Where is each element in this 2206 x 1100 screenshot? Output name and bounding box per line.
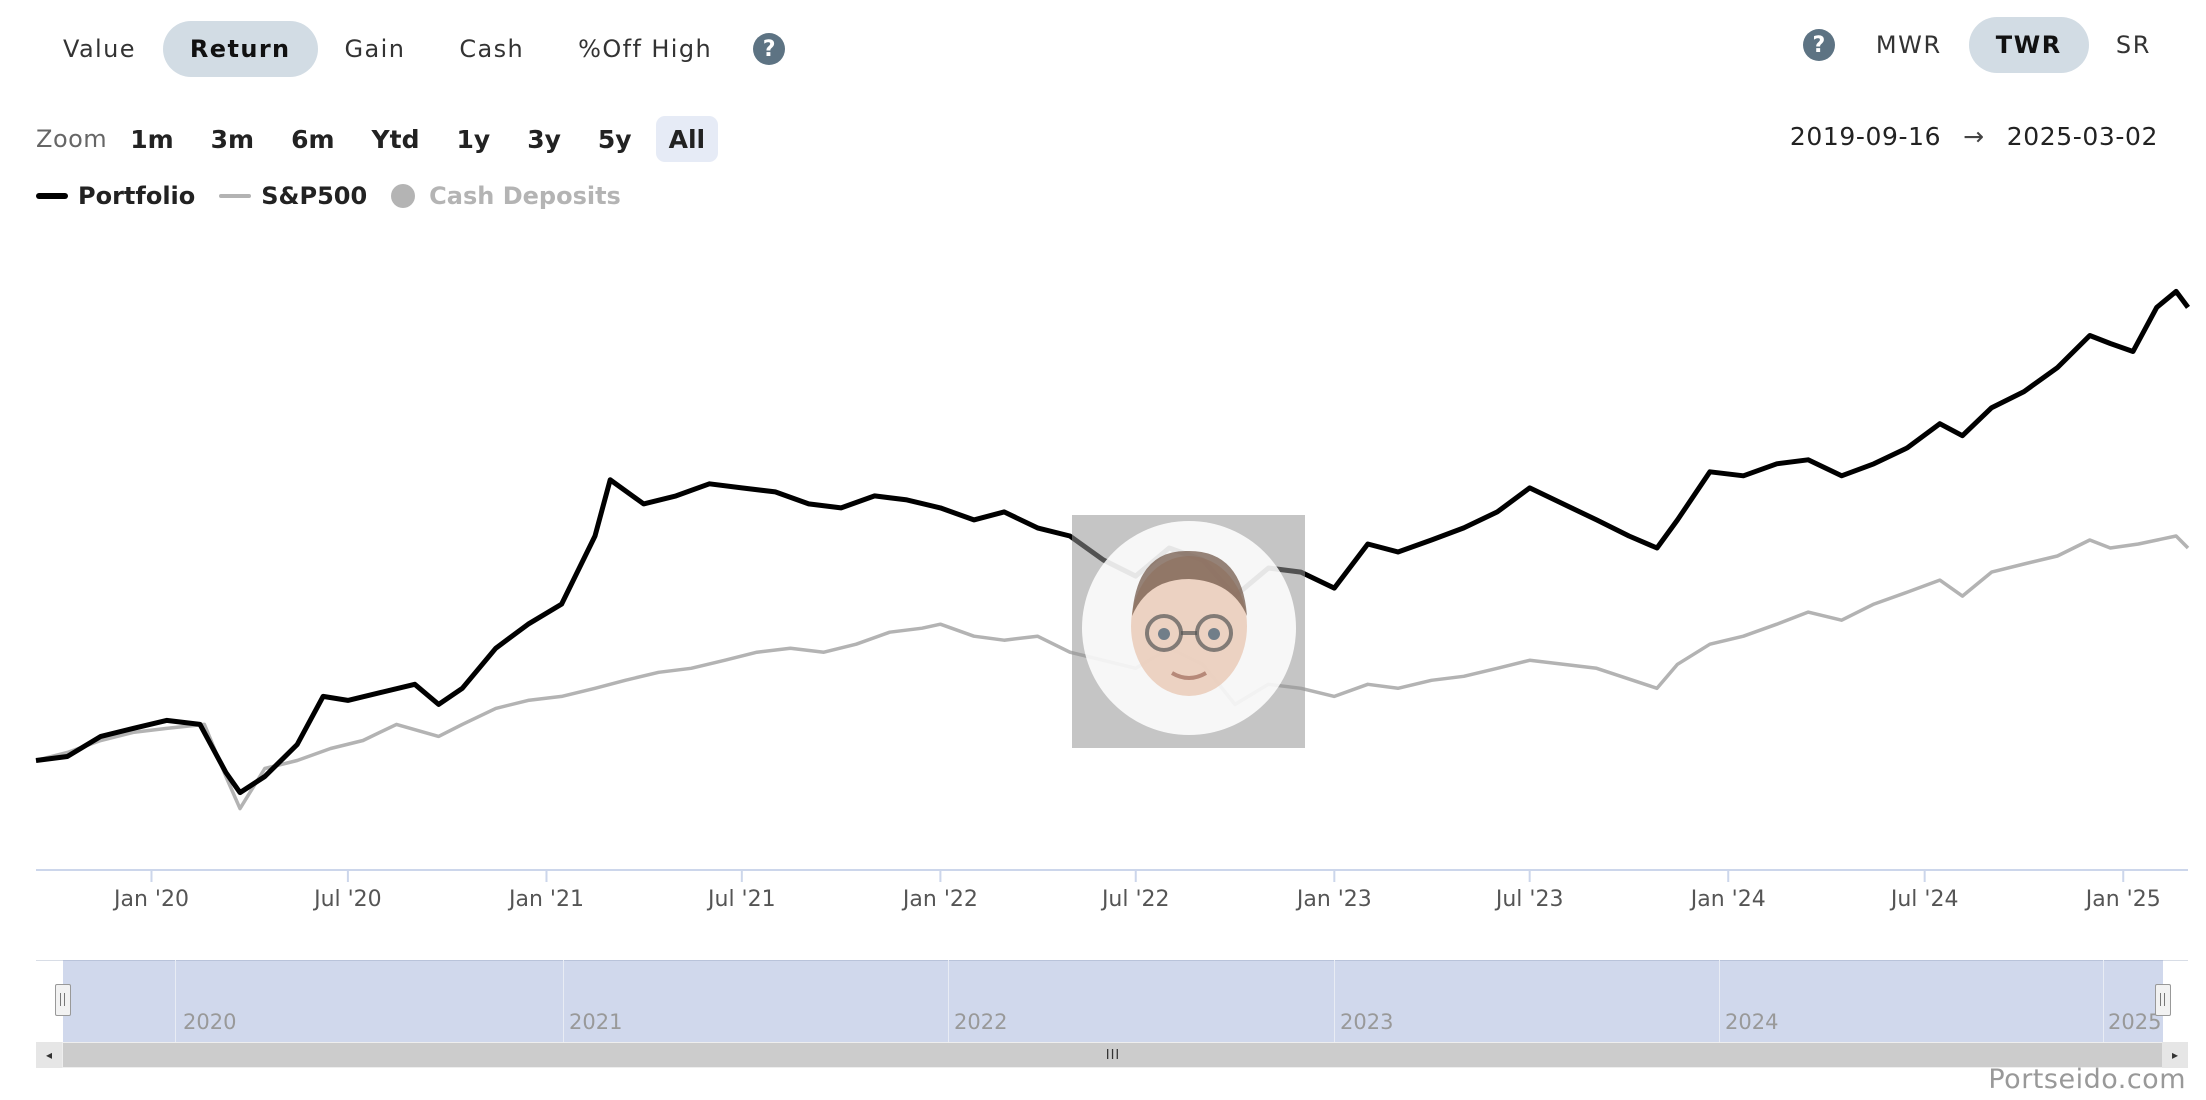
cash-deposits-dot-icon	[391, 184, 416, 208]
x-axis: Jan '20 Jul '20 Jan '21 Jul '21 Jan '22 Jul '…	[112, 870, 2161, 912]
avatar-watermark	[1072, 515, 1305, 748]
zoom-selector: Zoom 1m 3m 6m Ytd 1y 3y 5y All	[36, 116, 729, 162]
navigator-divider	[1334, 960, 1335, 1042]
tab-sr[interactable]: SR	[2115, 31, 2151, 59]
navigator-year-label: 2022	[954, 1010, 1008, 1034]
tab-return[interactable]: Return	[162, 21, 318, 77]
zoom-6m-button[interactable]: 6m	[291, 124, 335, 154]
portfolio-line-swatch-icon	[36, 193, 68, 199]
tab-mwr[interactable]: MWR	[1875, 31, 1942, 59]
navigator-right-handle[interactable]	[2155, 984, 2171, 1016]
scrollbar-thumb[interactable]: III	[63, 1043, 2163, 1067]
metric-tabs: Value Return Gain Cash %Off High ?	[36, 20, 786, 78]
legend-label: Cash Deposits	[429, 182, 621, 210]
zoom-3m-button[interactable]: 3m	[210, 124, 255, 154]
navigator-year-label: 2020	[183, 1010, 237, 1034]
legend-item-cash-deposits[interactable]: Cash Deposits	[391, 182, 621, 210]
scroll-right-arrow-icon[interactable]: ▸	[2162, 1042, 2188, 1068]
x-tick-label: Jan '24	[1689, 887, 1766, 912]
zoom-all-button[interactable]: All	[655, 116, 719, 162]
navigator-divider	[1719, 960, 1720, 1042]
navigator-divider	[948, 960, 949, 1042]
memoji-face-icon	[1131, 550, 1247, 696]
zoom-label: Zoom	[36, 125, 108, 153]
navigator-selection[interactable]	[63, 960, 2163, 1043]
date-range-end[interactable]: 2025-03-02	[2006, 122, 2158, 151]
chart-legend: Portfolio S&P500 Cash Deposits	[36, 182, 645, 210]
legend-label: Portfolio	[78, 182, 196, 210]
help-icon[interactable]: ?	[753, 33, 786, 65]
x-tick-label: Jan '23	[1295, 887, 1372, 912]
x-tick-label: Jul '20	[312, 887, 382, 912]
navigator-year-label: 2023	[1340, 1010, 1394, 1034]
return-method-help-icon[interactable]: ?	[1802, 29, 1835, 61]
legend-item-portfolio[interactable]: Portfolio	[36, 182, 195, 210]
avatar	[1082, 521, 1296, 735]
x-tick-label: Jan '25	[2084, 887, 2161, 912]
date-range: 2019-09-16 → 2025-03-02	[1790, 122, 2158, 151]
navigator-left-handle[interactable]	[55, 984, 71, 1016]
zoom-3y-button[interactable]: 3y	[527, 124, 561, 154]
navigator-divider	[2103, 960, 2104, 1042]
navigator-divider	[563, 960, 564, 1042]
x-tick-label: Jan '20	[112, 887, 189, 912]
x-tick-label: Jul '23	[1494, 887, 1564, 912]
credit-watermark: Portseido.com	[1988, 1064, 2186, 1095]
scroll-left-arrow-icon[interactable]: ◂	[36, 1042, 62, 1068]
tab-off-high[interactable]: %Off High	[578, 35, 713, 63]
zoom-5y-button[interactable]: 5y	[597, 124, 632, 154]
zoom-1y-button[interactable]: 1y	[456, 124, 491, 154]
navigator-year-label: 2021	[569, 1010, 623, 1034]
tab-value[interactable]: Value	[63, 35, 136, 63]
return-method-tabs: ? MWR TWR SR	[1802, 17, 2178, 73]
tab-cash[interactable]: Cash	[459, 35, 525, 63]
navigator-scrollbar[interactable]: III ◂ ▸	[36, 1042, 2188, 1068]
navigator-divider	[175, 960, 176, 1042]
navigator-year-label: 2024	[1725, 1010, 1779, 1034]
legend-label: S&P500	[261, 182, 368, 210]
tab-twr[interactable]: TWR	[1968, 17, 2089, 73]
navigator-year-label: 2025	[2108, 1010, 2162, 1034]
date-range-start[interactable]: 2019-09-16	[1789, 122, 1942, 151]
range-navigator[interactable]: 2020 2021 2022 2023 2024 2025 III ◂ ▸	[36, 960, 2188, 1070]
grip-icon: III	[1105, 1048, 1121, 1063]
sp500-line-swatch-icon	[219, 194, 252, 198]
x-tick-label: Jul '21	[706, 887, 776, 912]
x-tick-label: Jul '22	[1100, 887, 1170, 912]
arrow-right-icon: →	[1963, 122, 1985, 151]
zoom-1m-button[interactable]: 1m	[130, 124, 174, 154]
x-tick-label: Jan '22	[901, 887, 978, 912]
legend-item-sp500[interactable]: S&P500	[219, 182, 367, 210]
x-tick-label: Jan '21	[507, 887, 584, 912]
x-tick-label: Jul '24	[1889, 887, 1959, 912]
tab-gain[interactable]: Gain	[344, 35, 406, 63]
zoom-ytd-button[interactable]: Ytd	[371, 124, 420, 154]
